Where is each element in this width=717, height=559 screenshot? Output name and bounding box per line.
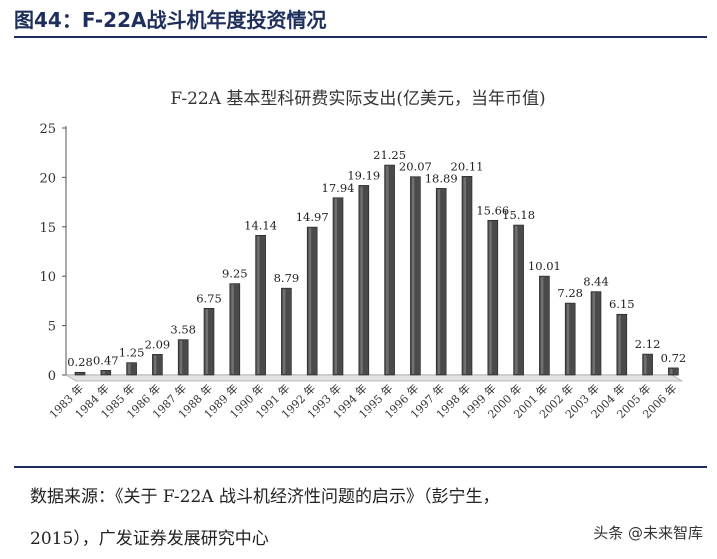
bar <box>100 370 112 376</box>
data-label: 14.14 <box>244 218 277 232</box>
title-divider <box>14 36 707 38</box>
bar <box>177 339 189 376</box>
bar <box>255 234 266 376</box>
data-label: 8.79 <box>274 271 300 285</box>
bar <box>539 275 550 376</box>
bar-highlight <box>282 289 286 374</box>
y-tick-label: 5 <box>48 320 56 335</box>
bar-highlight <box>308 228 312 374</box>
data-label: 3.58 <box>170 323 196 337</box>
chart-floor <box>64 374 684 382</box>
data-label: 21.25 <box>373 148 406 162</box>
bar-highlight <box>257 236 260 374</box>
bar-highlight <box>515 226 518 374</box>
data-label: 2.09 <box>145 337 171 351</box>
bar-highlight <box>669 368 673 374</box>
bar-highlight <box>437 189 441 374</box>
bar-highlight <box>592 292 595 374</box>
data-label: 14.97 <box>296 210 329 224</box>
y-tick-label: 15 <box>39 221 56 236</box>
bar <box>229 283 241 376</box>
data-label: 15.18 <box>502 208 535 222</box>
watermark: 头条 @未来智库 <box>593 524 703 542</box>
data-label: 2.12 <box>635 337 661 351</box>
data-label: 8.44 <box>583 275 609 289</box>
bar-highlight <box>76 373 79 374</box>
data-label: 18.89 <box>425 171 458 185</box>
bar-highlight <box>463 177 466 374</box>
bar-highlight <box>205 309 208 374</box>
bar-highlight <box>489 221 492 374</box>
bar-highlight <box>386 166 389 374</box>
bar-highlight <box>334 198 337 374</box>
data-label: 0.47 <box>93 353 119 367</box>
bar <box>152 354 163 376</box>
source-line-1: 数据来源：《关于 F-22A 战斗机经济性问题的启示》（彭宁生， <box>30 487 500 507</box>
figure-title: 图44：F-22A战斗机年度投资情况 <box>14 8 327 32</box>
data-label: 0.72 <box>661 351 687 365</box>
data-label: 20.11 <box>451 159 484 173</box>
data-label: 9.25 <box>222 267 248 281</box>
bar <box>306 226 318 376</box>
bar <box>384 164 395 376</box>
data-label: 15.66 <box>476 203 509 217</box>
source-divider <box>14 466 707 468</box>
y-tick-label: 25 <box>39 122 56 137</box>
bar <box>513 224 524 376</box>
bar-highlight <box>231 284 234 374</box>
bar <box>126 362 137 376</box>
data-label: 7.28 <box>557 286 583 300</box>
data-label: 6.75 <box>196 291 222 305</box>
bar <box>410 176 421 376</box>
bar <box>435 188 447 376</box>
bar <box>668 367 679 376</box>
data-label: 19.19 <box>347 168 380 182</box>
data-label: 6.15 <box>609 297 635 311</box>
bar <box>74 371 86 376</box>
data-label: 17.94 <box>322 181 355 195</box>
bar-highlight <box>153 355 157 374</box>
bar <box>642 353 653 376</box>
bar <box>590 291 602 376</box>
bar-highlight <box>411 177 415 374</box>
bar <box>564 302 576 376</box>
data-label: 0.28 <box>67 355 93 369</box>
bar-highlight <box>179 340 183 374</box>
chart-title: F-22A 基本型科研费实际支出(亿美元，当年币值) <box>170 89 545 109</box>
bar-highlight <box>128 363 131 374</box>
bar <box>487 219 499 376</box>
bar-highlight <box>644 355 647 374</box>
data-label: 10.01 <box>528 259 561 273</box>
bar-highlight <box>540 277 544 374</box>
bar <box>358 185 370 376</box>
y-tick-label: 0 <box>48 369 56 384</box>
bar-chart: F-22A 基本型科研费实际支出(亿美元，当年币值) 0 5 10 15 20 25 0.… <box>39 89 687 421</box>
bar-highlight <box>102 371 105 374</box>
bar-highlight <box>618 315 621 374</box>
source-line-2: 2015），广发证券发展研究中心 <box>30 529 269 549</box>
data-label: 1.25 <box>119 346 145 360</box>
bar-highlight <box>360 186 363 374</box>
bar <box>281 287 292 376</box>
bar <box>461 176 473 376</box>
data-label: 20.07 <box>399 160 432 174</box>
y-tick-label: 20 <box>39 171 56 186</box>
y-tick-label: 10 <box>39 270 56 285</box>
bar-highlight <box>566 304 570 374</box>
bar <box>332 197 344 376</box>
bar <box>203 308 215 376</box>
bar <box>616 313 628 376</box>
